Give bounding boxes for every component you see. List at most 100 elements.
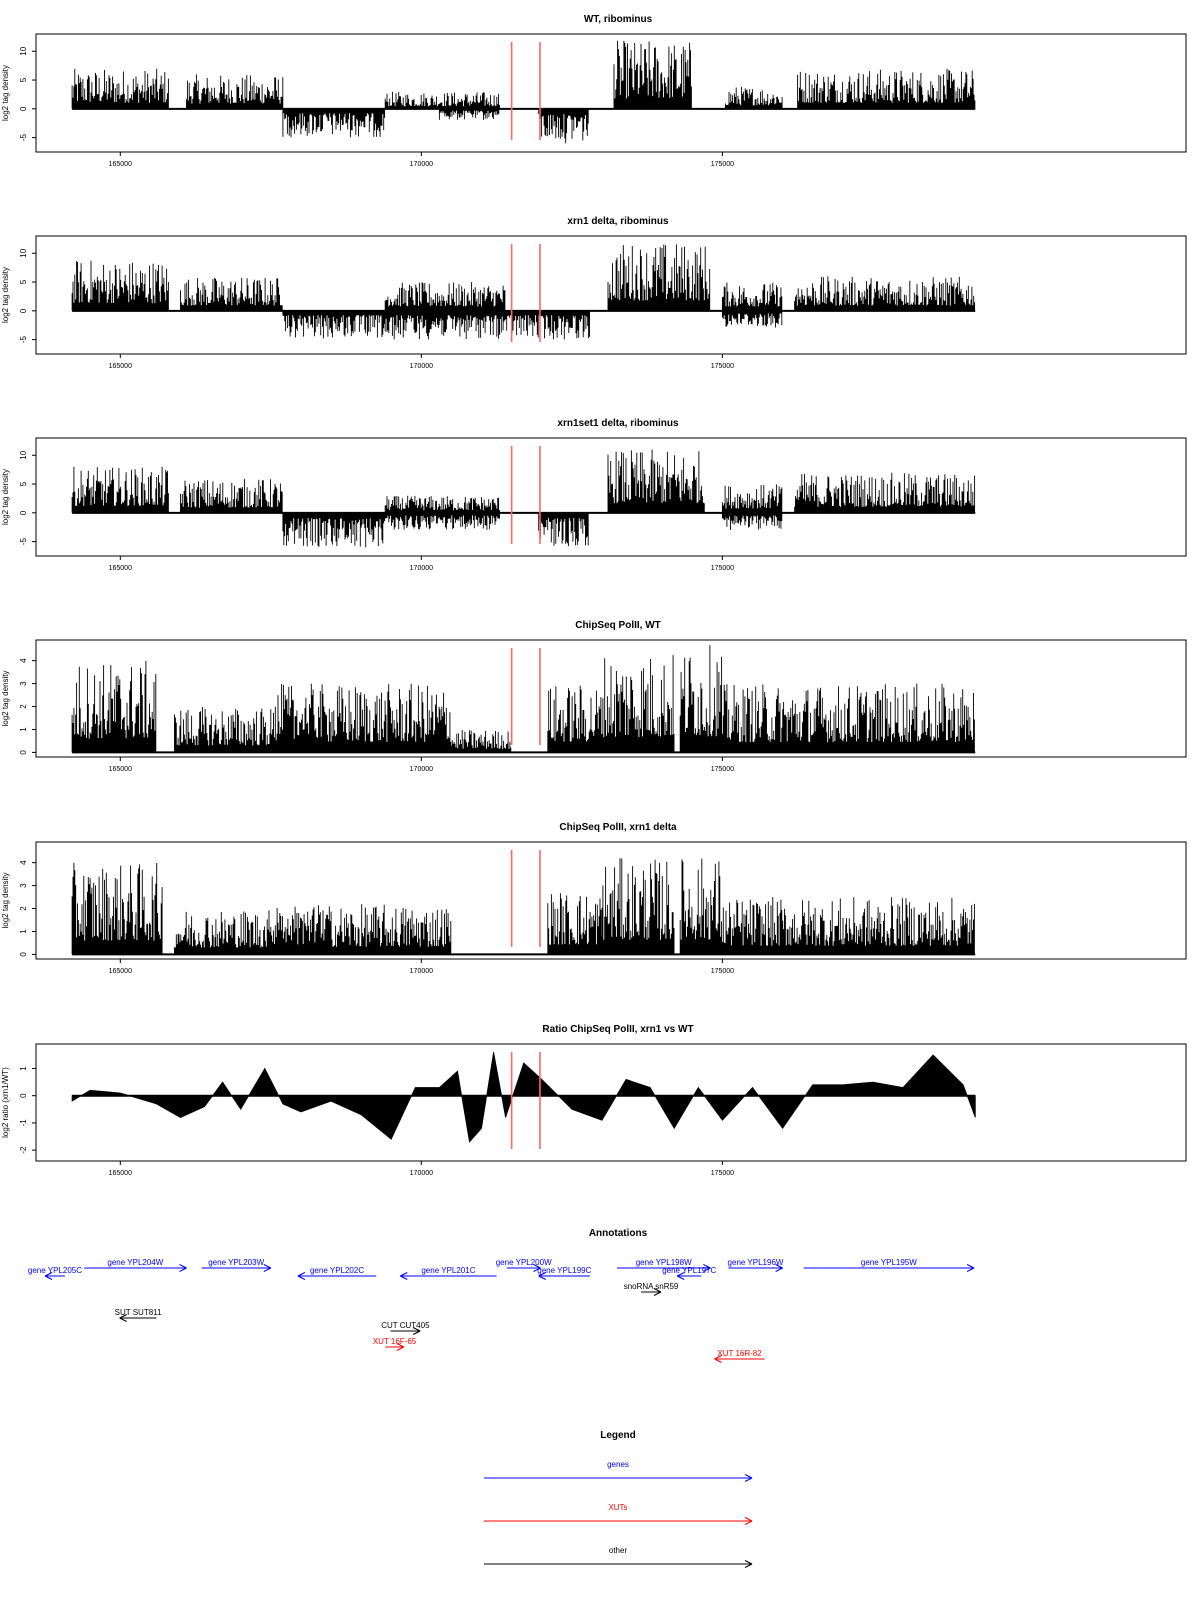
feature-label: gene YPL205C xyxy=(28,1266,82,1275)
feature-label: gene YPL201C xyxy=(421,1266,475,1275)
annotations-title: Annotations xyxy=(589,1228,648,1239)
feature-label: XUT 16F-65 xyxy=(373,1337,417,1346)
feature-label: gene YPL197C xyxy=(662,1266,716,1275)
signal-bars xyxy=(71,40,976,144)
x-tick-label: 175000 xyxy=(711,766,734,773)
x-tick-label: 175000 xyxy=(711,1170,734,1177)
x-tick-label: 175000 xyxy=(711,968,734,975)
feature-label: gene YPL195W xyxy=(861,1258,917,1267)
y-tick-label: 10 xyxy=(19,450,28,459)
legend-title: Legend xyxy=(600,1430,636,1441)
feature-label: gene YPL204W xyxy=(107,1258,163,1267)
x-tick-label: 165000 xyxy=(109,1170,132,1177)
plot-frame xyxy=(35,639,1187,758)
y-axis-label: log2 tag density xyxy=(1,267,10,323)
feature-label: SUT SUT811 xyxy=(115,1308,162,1317)
y-tick-label: 0 xyxy=(19,1093,28,1098)
feature-arrow xyxy=(538,1272,590,1280)
plot-frame xyxy=(35,1043,1187,1162)
y-tick-label: 0 xyxy=(19,952,28,957)
y-tick-label: -2 xyxy=(19,1146,28,1154)
y-tick-label: 4 xyxy=(19,860,28,865)
y-axis-label: log2 ratio (xrn1/WT) xyxy=(1,1067,10,1138)
feature-arrow xyxy=(119,1314,157,1322)
legend-entry-label: genes xyxy=(607,1460,629,1469)
panel-title: Ratio ChipSeq PolII, xrn1 vs WT xyxy=(542,1024,693,1035)
feature-arrow xyxy=(44,1272,65,1280)
track-panel-1: WT, ribominus log2 tag density 10 5 0 -5 16500… xyxy=(1,14,1187,168)
feature-arrow xyxy=(390,1327,421,1335)
y-tick-label: 1 xyxy=(19,727,28,732)
legend-entry-label: XUTs xyxy=(608,1503,627,1512)
y-tick-label: 5 xyxy=(19,279,28,284)
feature-label: gene YPL199C xyxy=(537,1266,591,1275)
annotations-panel: Annotations gene YPL205C gene YPL204W gene … xyxy=(28,1228,975,1363)
x-tick-label: 170000 xyxy=(410,968,433,975)
y-tick-label: 2 xyxy=(19,704,28,709)
y-tick-label: -5 xyxy=(19,134,28,142)
feature-arrow xyxy=(677,1272,702,1280)
y-tick-label: -1 xyxy=(19,1119,28,1127)
feature-arrow xyxy=(728,1264,783,1272)
y-tick-label: 2 xyxy=(19,906,28,911)
feature-arrow xyxy=(297,1272,377,1280)
y-tick-label: -5 xyxy=(19,538,28,546)
x-tick-label: 170000 xyxy=(410,1170,433,1177)
y-axis-label: log2 tag density xyxy=(1,469,10,525)
plot-frame xyxy=(35,33,1187,153)
y-tick-label: 10 xyxy=(19,46,28,55)
track-panel-6: Ratio ChipSeq PolII, xrn1 vs WT log2 rati… xyxy=(1,1024,1187,1177)
legend-entry-label: other xyxy=(609,1546,628,1555)
panel-title: ChipSeq PolII, xrn1 delta xyxy=(559,822,677,833)
feature-label: gene YPL198W xyxy=(636,1258,692,1267)
y-tick-label: 4 xyxy=(19,658,28,663)
feature-label: gene YPL203W xyxy=(208,1258,264,1267)
panel-title: ChipSeq PolII, WT xyxy=(575,620,661,631)
legend-entry-arrow xyxy=(484,1560,753,1568)
plot-frame xyxy=(35,841,1187,960)
panel-title: xrn1 delta, ribominus xyxy=(567,216,669,227)
y-axis-label: log2 tag density xyxy=(1,670,10,726)
feature-label: snoRNA snR59 xyxy=(624,1282,679,1291)
x-tick-label: 170000 xyxy=(410,766,433,773)
ratio-area xyxy=(71,1052,976,1143)
signal-bars xyxy=(71,645,975,753)
y-axis-label: log2 tag density xyxy=(1,872,10,928)
x-tick-label: 175000 xyxy=(711,363,734,370)
track-panel-5: ChipSeq PolII, xrn1 delta log2 tag densit… xyxy=(1,822,1187,975)
y-tick-label: 0 xyxy=(19,510,28,515)
feature-label: XUT 16R-82 xyxy=(717,1349,762,1358)
x-tick-label: 175000 xyxy=(711,565,734,572)
x-tick-label: 165000 xyxy=(109,968,132,975)
y-tick-label: 0 xyxy=(19,106,28,111)
x-tick-label: 165000 xyxy=(109,565,132,572)
feature-arrow xyxy=(617,1264,711,1272)
x-tick-label: 170000 xyxy=(410,363,433,370)
x-tick-label: 165000 xyxy=(109,161,132,168)
legend: Legend genes XUTs other xyxy=(484,1430,753,1568)
track-panel-2: xrn1 delta, ribominus log2 tag density 10 5… xyxy=(1,216,1187,370)
track-panel-3: xrn1set1 delta, ribominus log2 tag densit… xyxy=(1,418,1187,572)
y-tick-label: -5 xyxy=(19,336,28,344)
y-tick-label: 0 xyxy=(19,750,28,755)
y-tick-label: 1 xyxy=(19,1066,28,1071)
y-tick-label: 3 xyxy=(19,681,28,686)
feature-arrow xyxy=(714,1355,765,1363)
x-tick-label: 170000 xyxy=(410,161,433,168)
y-tick-label: 1 xyxy=(19,929,28,934)
y-tick-label: 5 xyxy=(19,77,28,82)
feature-arrow xyxy=(400,1272,497,1280)
feature-arrow xyxy=(201,1264,272,1272)
feature-arrow xyxy=(803,1264,975,1272)
y-tick-label: 3 xyxy=(19,883,28,888)
feature-label: gene YPL202C xyxy=(310,1266,364,1275)
x-tick-label: 165000 xyxy=(109,363,132,370)
plot-frame xyxy=(35,437,1187,557)
feature-label: gene YPL196W xyxy=(728,1258,784,1267)
y-tick-label: 10 xyxy=(19,248,28,257)
signal-bars xyxy=(71,858,975,955)
plot-frame xyxy=(35,235,1187,355)
x-tick-label: 170000 xyxy=(410,565,433,572)
x-tick-label: 165000 xyxy=(109,766,132,773)
legend-entry-arrow xyxy=(484,1517,753,1525)
